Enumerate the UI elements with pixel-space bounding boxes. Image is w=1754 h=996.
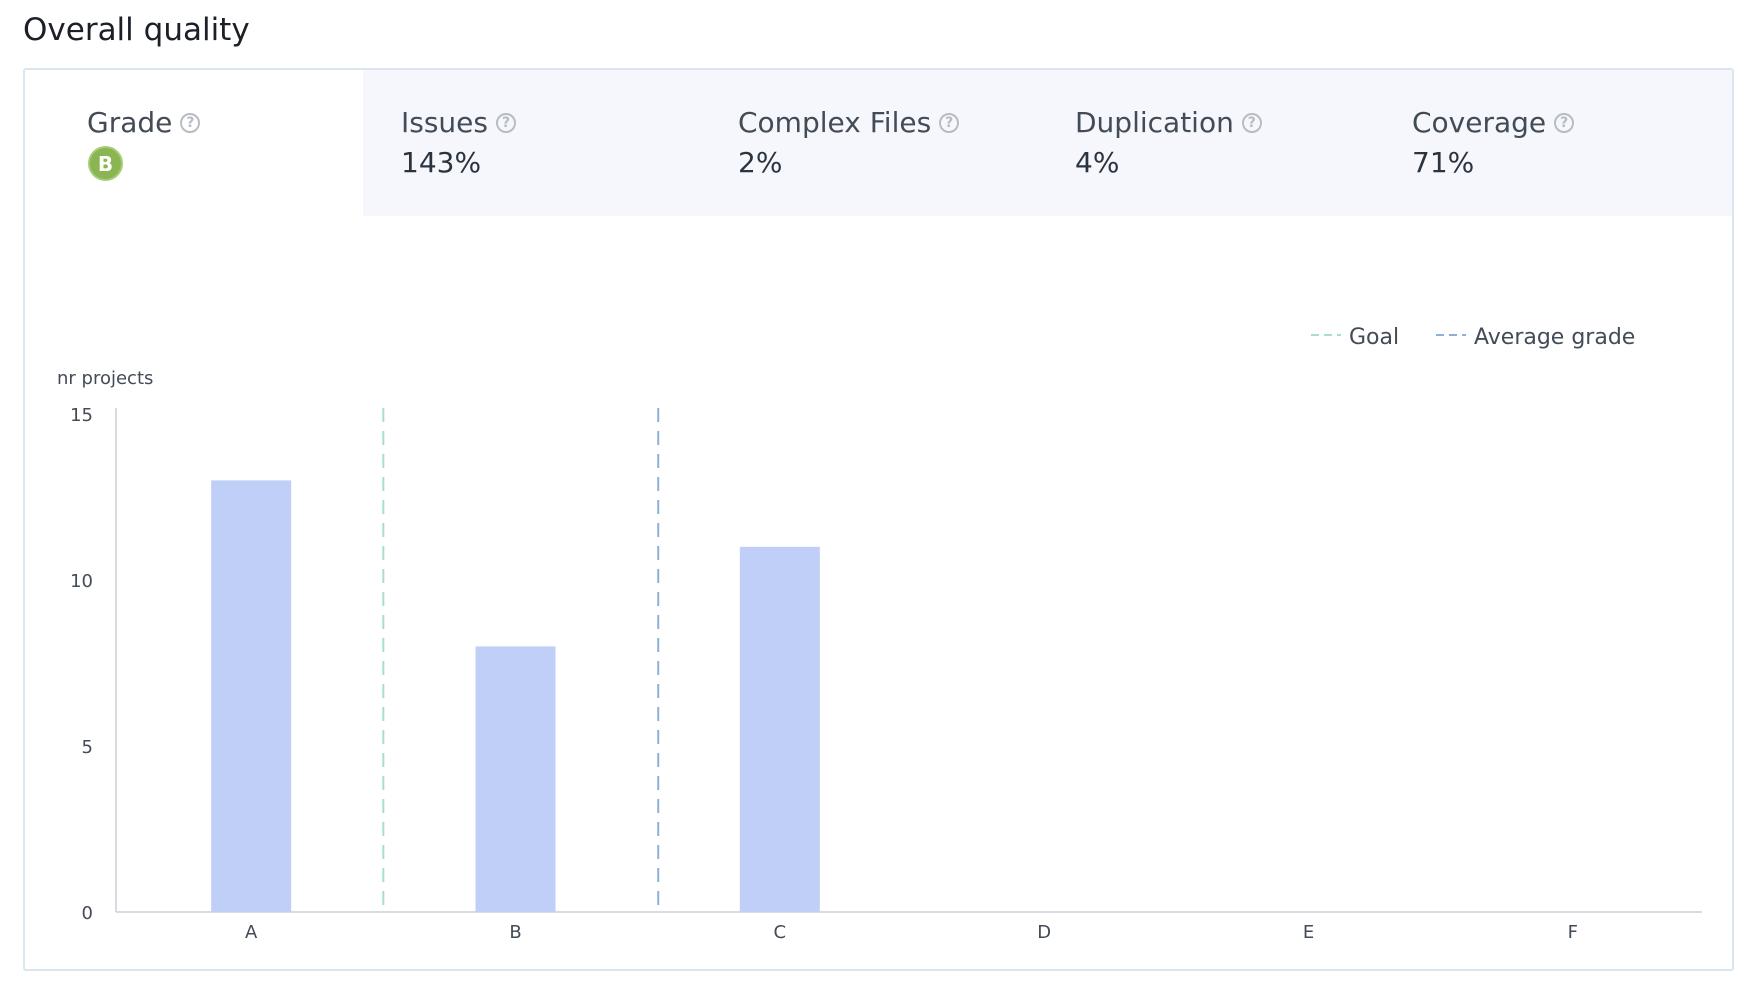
bar-a[interactable] [211, 480, 292, 912]
tab-issues-value: 143% [401, 146, 482, 179]
metric-tabs: Grade ? B Issues ? 143% Complex Files ? … [25, 70, 1732, 216]
quality-panel: Grade ? B Issues ? 143% Complex Files ? … [23, 68, 1734, 971]
x-tick-label: C [774, 922, 787, 943]
tab-grade[interactable]: Grade ? B [25, 70, 363, 216]
help-icon[interactable]: ? [1554, 112, 1575, 133]
y-tick-label: 5 [82, 737, 93, 758]
y-axis-label: nr projects [57, 368, 153, 389]
grade-distribution-chart: Goal Average grade nr projects 0 5 10 15 A B C… [57, 325, 1702, 943]
tab-coverage-label: Coverage [1412, 106, 1547, 139]
tab-duplication[interactable]: Duplication ? 4% [1037, 70, 1374, 216]
tab-grade-label: Grade [87, 106, 173, 139]
bar-b[interactable] [475, 646, 556, 912]
x-tick-label: A [245, 922, 258, 943]
y-tick-label: 10 [70, 571, 93, 592]
x-tick-label: B [509, 922, 521, 943]
help-icon[interactable]: ? [939, 112, 960, 133]
y-tick-label: 0 [82, 903, 93, 924]
x-tick-label: F [1568, 922, 1578, 943]
tab-issues-label: Issues [401, 106, 488, 139]
tab-issues[interactable]: Issues ? 143% [363, 70, 700, 216]
grade-badge: B [88, 146, 123, 181]
tab-complex-files-label: Complex Files [738, 106, 932, 139]
plot-area: 0 5 10 15 A B C D E F [70, 405, 1702, 943]
x-tick-label: E [1303, 922, 1314, 943]
help-icon[interactable]: ? [496, 112, 516, 133]
section-title: Overall quality [23, 12, 250, 48]
x-tick-label: D [1037, 922, 1051, 943]
tab-duplication-value: 4% [1075, 146, 1120, 179]
y-tick-label: 15 [70, 405, 93, 426]
help-icon[interactable]: ? [1241, 112, 1262, 133]
chart-legend: Goal Average grade [1311, 325, 1635, 350]
tab-complex-files[interactable]: Complex Files ? 2% [700, 70, 1037, 216]
help-icon[interactable]: ? [180, 112, 201, 133]
tab-coverage-value: 71% [1412, 146, 1475, 179]
tab-coverage[interactable]: Coverage ? 71% [1374, 70, 1732, 216]
tab-duplication-label: Duplication [1075, 106, 1234, 139]
legend-goal-label: Goal [1349, 325, 1399, 350]
tab-complex-files-value: 2% [738, 146, 783, 179]
legend-average-label: Average grade [1474, 325, 1635, 350]
bar-c[interactable] [739, 546, 820, 912]
